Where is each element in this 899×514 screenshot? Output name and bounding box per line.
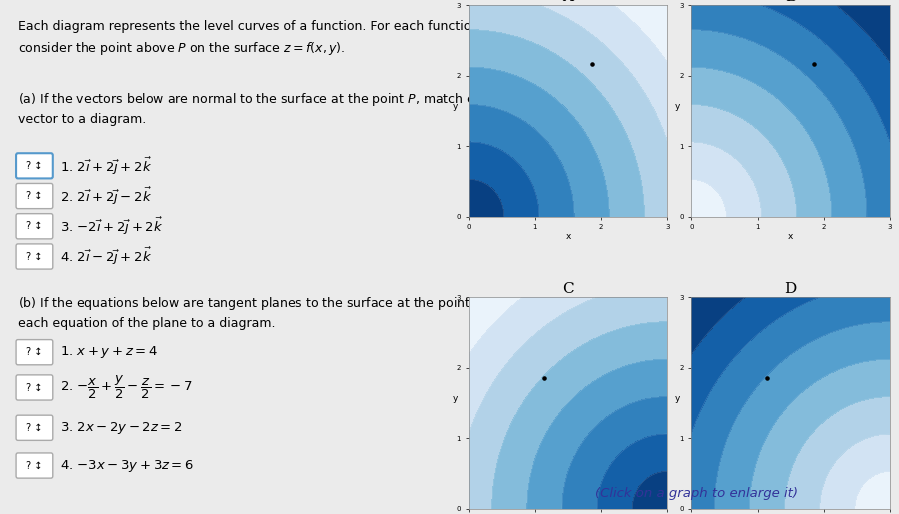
Text: ? ↕: ? ↕ [26, 347, 42, 357]
X-axis label: x: x [788, 232, 793, 241]
FancyBboxPatch shape [16, 340, 53, 365]
Text: 4. $2\vec{\imath} - 2\vec{\jmath} + 2\vec{k}$: 4. $2\vec{\imath} - 2\vec{\jmath} + 2\ve… [60, 246, 152, 267]
Text: ? ↕: ? ↕ [26, 461, 42, 470]
FancyBboxPatch shape [16, 415, 53, 440]
Text: ? ↕: ? ↕ [26, 221, 42, 231]
Text: 1. $2\vec{\imath} + 2\vec{\jmath} + 2\vec{k}$: 1. $2\vec{\imath} + 2\vec{\jmath} + 2\ve… [60, 155, 152, 176]
Text: 1. $x + y + z = 4$: 1. $x + y + z = 4$ [60, 344, 158, 360]
Y-axis label: y: y [675, 102, 681, 111]
Y-axis label: y: y [675, 394, 681, 403]
X-axis label: x: x [565, 232, 571, 241]
FancyBboxPatch shape [16, 453, 53, 478]
Y-axis label: y: y [452, 394, 458, 403]
FancyBboxPatch shape [16, 214, 53, 239]
Text: 4. $-3x - 3y + 3z = 6$: 4. $-3x - 3y + 3z = 6$ [60, 457, 194, 473]
Y-axis label: y: y [452, 102, 458, 111]
Title: D: D [785, 282, 797, 296]
Text: (Click on a graph to enlarge it): (Click on a graph to enlarge it) [595, 487, 798, 500]
Text: ? ↕: ? ↕ [26, 382, 42, 393]
FancyBboxPatch shape [16, 153, 53, 178]
Text: 2. $-\dfrac{x}{2} + \dfrac{y}{2} - \dfrac{z}{2} = -7$: 2. $-\dfrac{x}{2} + \dfrac{y}{2} - \dfra… [60, 374, 192, 401]
Text: ? ↕: ? ↕ [26, 191, 42, 201]
Text: 3. $2x - 2y - 2z = 2$: 3. $2x - 2y - 2z = 2$ [60, 420, 182, 436]
Text: ? ↕: ? ↕ [26, 423, 42, 433]
Text: (b) If the equations below are tangent planes to the surface at the point $P$, m: (b) If the equations below are tangent p… [18, 295, 530, 331]
Text: (a) If the vectors below are normal to the surface at the point $P$, match each
: (a) If the vectors below are normal to t… [18, 91, 497, 126]
Title: B: B [785, 0, 797, 4]
FancyBboxPatch shape [16, 375, 53, 400]
Title: C: C [562, 282, 574, 296]
Text: Each diagram represents the level curves of a function. For each function,
consi: Each diagram represents the level curves… [18, 20, 483, 57]
Text: ? ↕: ? ↕ [26, 161, 42, 171]
Text: 2. $2\vec{\imath} + 2\vec{\jmath} - 2\vec{k}$: 2. $2\vec{\imath} + 2\vec{\jmath} - 2\ve… [60, 186, 152, 207]
Title: A: A [563, 0, 574, 4]
FancyBboxPatch shape [16, 244, 53, 269]
FancyBboxPatch shape [16, 183, 53, 209]
Text: ? ↕: ? ↕ [26, 251, 42, 262]
Text: 3. $-2\vec{\imath} + 2\vec{\jmath} + 2\vec{k}$: 3. $-2\vec{\imath} + 2\vec{\jmath} + 2\v… [60, 215, 163, 237]
